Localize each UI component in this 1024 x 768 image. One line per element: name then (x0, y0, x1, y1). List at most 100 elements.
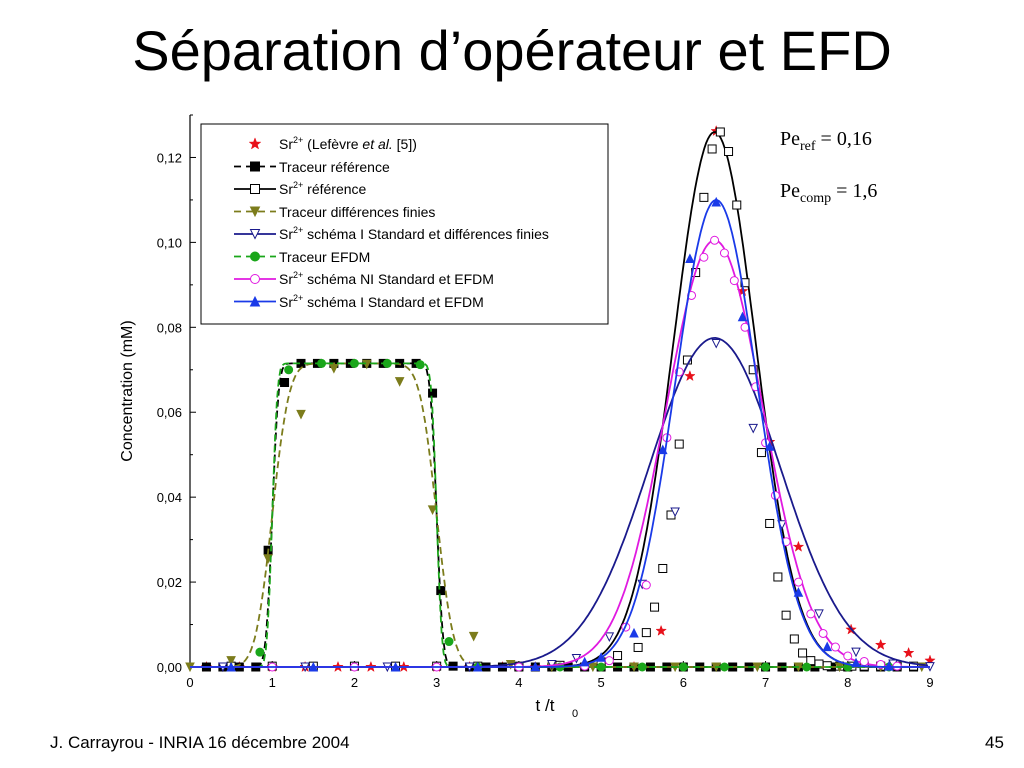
y-tick-label: 0,08 (157, 320, 182, 335)
legend-label: Traceur EFDM (279, 248, 371, 265)
data-point (637, 662, 647, 672)
x-axis-label: t /t (536, 696, 555, 715)
y-tick-label: 0,00 (157, 660, 182, 675)
y-tick-label: 0,04 (157, 490, 182, 505)
data-point (280, 378, 290, 388)
data-point (814, 609, 824, 620)
x-tick-label: 4 (515, 675, 522, 690)
data-point (793, 587, 804, 597)
data-point (674, 439, 684, 449)
legend-marker (250, 184, 260, 194)
data-point (308, 661, 319, 672)
data-point (349, 358, 359, 368)
data-point (296, 409, 306, 420)
legend-label: Sr2+ référence (279, 180, 367, 198)
data-point (781, 610, 791, 620)
data-point (530, 661, 541, 672)
data-point (444, 637, 454, 647)
legend-marker (249, 206, 261, 218)
data-point (729, 276, 739, 286)
legend-marker (248, 137, 262, 150)
data-point (740, 278, 750, 288)
data-point (596, 662, 606, 672)
data-point (284, 365, 294, 375)
data-point (226, 656, 236, 666)
data-point (226, 661, 236, 672)
y-tick-label: 0,06 (157, 405, 182, 420)
data-point (684, 369, 696, 382)
pe-ref-note: Peref = 0,16 (780, 128, 872, 155)
page-number: 45 (985, 733, 1004, 752)
pe-comp-value: = 1,6 (831, 180, 878, 202)
data-point (756, 448, 766, 458)
pe-ref-sub: ref (800, 139, 816, 154)
x-tick-label: 3 (433, 675, 440, 690)
data-point (874, 638, 887, 650)
data-point (613, 651, 623, 661)
data-point (670, 507, 680, 518)
data-point (732, 200, 742, 210)
slide-title: Séparation d’opérateur et EFD (132, 19, 892, 82)
series-4 (190, 336, 935, 673)
legend-label-wrap: Sr2+ (Lefèvre et al. [5]) (279, 135, 417, 153)
data-point (329, 363, 339, 374)
legend-item: Traceur EFDM (234, 248, 371, 265)
data-point (748, 365, 758, 375)
x-axis-label-sub: 0 (572, 708, 578, 720)
data-point (902, 646, 915, 659)
legend-label-wrap: Traceur EFDM (279, 248, 371, 265)
data-point (707, 144, 717, 154)
legend-label-wrap: Sr2+ schéma I Standard et différences fi… (279, 225, 549, 243)
pe-comp-base: Pe (780, 180, 800, 202)
data-point (789, 634, 799, 644)
data-point (724, 147, 734, 157)
data-point (641, 580, 651, 590)
legend-label: Sr2+ (Lefèvre et al. [5]) (279, 135, 417, 153)
x-tick-label: 7 (762, 675, 769, 690)
data-point (818, 628, 828, 638)
legend-marker (250, 251, 260, 262)
data-point (655, 624, 668, 636)
data-point (658, 563, 668, 573)
data-point (394, 377, 405, 387)
legend-item: Sr2+ schéma NI Standard et EFDM (234, 270, 494, 288)
data-point (415, 360, 425, 370)
data-point (822, 661, 832, 671)
pe-ref-value: = 0,16 (815, 128, 872, 150)
data-point (851, 657, 861, 668)
data-point (851, 647, 861, 658)
legend-item: Traceur référence (234, 159, 390, 175)
data-point (255, 647, 265, 657)
data-point (650, 602, 660, 612)
data-point (382, 358, 392, 368)
legend-box (200, 123, 609, 325)
legend-label: Sr2+ schéma I Standard et différences fi… (279, 225, 549, 243)
data-point (710, 235, 720, 245)
x-tick-label: 9 (926, 675, 933, 690)
legend: Sr2+ (Lefèvre et al. [5]) Traceur référen… (200, 123, 609, 325)
series-line (190, 362, 930, 668)
legend-item: Sr2+ schéma I Standard et différences fi… (234, 225, 549, 243)
data-point (390, 661, 401, 672)
series-7 (190, 196, 930, 672)
data-point (830, 642, 840, 652)
legend-label: Sr2+ schéma NI Standard et EFDM (279, 270, 494, 288)
x-tick-label: 2 (351, 675, 358, 690)
pe-comp-note: Pecomp = 1,6 (780, 180, 877, 207)
y-tick-label: 0,10 (157, 235, 182, 250)
data-point (711, 338, 722, 349)
legend-label-wrap: Sr2+ schéma NI Standard et EFDM (279, 270, 494, 288)
legend-item: Sr2+ schéma I Standard et EFDM (234, 293, 484, 310)
data-point (843, 651, 853, 661)
data-point (604, 632, 615, 642)
data-point (748, 423, 759, 434)
data-point (761, 662, 771, 672)
legend-marker (250, 161, 260, 172)
data-point (436, 586, 446, 596)
data-point (596, 652, 606, 662)
legend-label-wrap: Sr2+ schéma I Standard et EFDM (279, 293, 484, 310)
series-5 (190, 358, 930, 672)
y-axis-label: Concentration (mM) (119, 320, 136, 461)
data-point (317, 358, 327, 368)
data-point (699, 252, 709, 262)
